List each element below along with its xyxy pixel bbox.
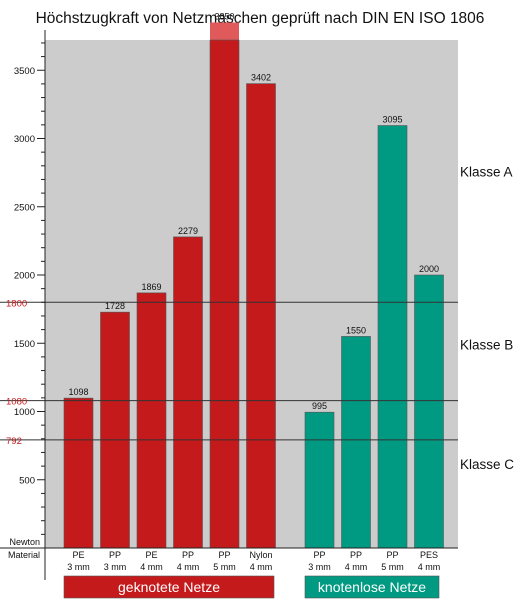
bar-overflow [210,22,239,40]
category-label-size: 4 mm [140,562,163,572]
group-label: knotenlose Netze [318,579,426,595]
reference-line-label: 1800 [6,298,27,309]
category-label-size: 4 mm [418,562,441,572]
bar-value-label: 2000 [419,264,439,274]
bar [209,39,240,549]
class-label: Klasse B [460,338,513,353]
category-label-size: 3 mm [67,562,90,572]
y-tick-label: 2000 [14,271,35,282]
bar [377,125,408,549]
y-tick-label: 500 [19,475,35,486]
category-label-size: 5 mm [213,562,236,572]
bar-value-label: 1098 [68,387,88,397]
category-label-size: 3 mm [308,562,331,572]
category-label-material: PE [72,550,84,560]
bar [100,311,130,549]
group-label-box [63,575,275,599]
category-label-material: PP [386,550,398,560]
reference-line-label: 792 [6,436,22,447]
category-label-material: Nylon [249,550,272,560]
category-label-size: 4 mm [345,562,368,572]
bar [136,292,167,549]
group-label-box [304,575,440,599]
bar-value-label: 3850 [214,11,234,21]
category-label-size: 3 mm [104,562,127,572]
x-axis-label: Material [8,550,40,560]
bar-value-label: 3402 [251,73,271,83]
bar-value-label: 995 [312,401,327,411]
bar-value-label: 1550 [346,325,366,335]
bar-value-label: 1869 [141,282,161,292]
class-label: Klasse A [460,164,513,179]
class-label: Klasse C [460,457,514,472]
bar-value-label: 1728 [105,301,125,311]
bar [63,397,94,549]
y-tick-label: 1000 [14,407,35,418]
chart-title: Höchstzugkraft von Netzmaschen geprüft n… [35,10,485,27]
bar [414,274,444,549]
bar-value-label: 2279 [178,226,198,236]
bar [246,83,276,549]
y-tick-label: 1500 [14,339,35,350]
category-label-size: 4 mm [250,562,273,572]
category-label-material: PES [420,550,438,560]
bar [173,236,203,549]
category-label-size: 5 mm [381,562,404,572]
category-label-material: PP [350,550,362,560]
reference-line-label: 1080 [6,397,27,408]
category-label-material: PP [182,550,194,560]
category-label-size: 4 mm [177,562,200,572]
y-tick-label: 3000 [14,134,35,145]
y-tick-label: 3500 [14,66,35,77]
category-label-material: PP [218,550,230,560]
bar [304,411,335,549]
category-label-material: PP [313,550,325,560]
y-axis-label: Newton [9,537,40,547]
bar [341,336,371,549]
category-label-material: PE [145,550,157,560]
bar-value-label: 3095 [382,115,402,125]
category-label-material: PP [109,550,121,560]
y-tick-label: 2500 [14,202,35,213]
group-label: geknotete Netze [118,579,220,595]
